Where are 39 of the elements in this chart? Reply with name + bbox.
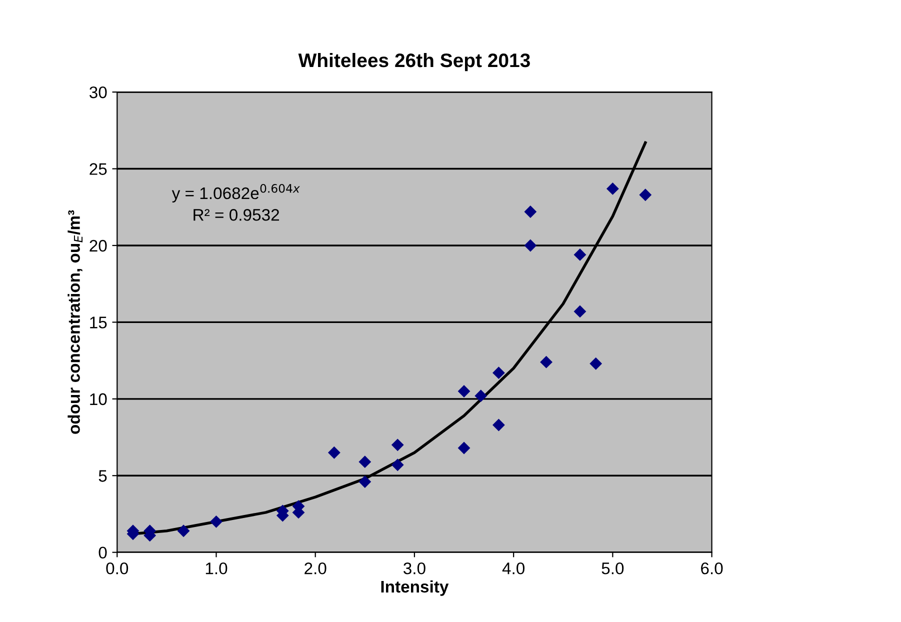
y-tick-label: 30 <box>90 86 107 98</box>
y-tick-label: 25 <box>90 163 107 175</box>
annotation: R² = 0.9532 <box>194 209 280 221</box>
chart-title: Whitelees 26th Sept 2013 <box>298 52 530 72</box>
point <box>474 390 488 402</box>
x-tick-label: 6.0 <box>701 562 723 574</box>
point <box>574 248 586 261</box>
y-tick-label: 5 <box>98 470 107 482</box>
point <box>590 357 602 370</box>
point <box>524 206 537 218</box>
point <box>639 188 652 202</box>
point <box>540 356 552 368</box>
point <box>177 524 190 538</box>
point <box>358 476 372 488</box>
annotation: y = 1.0682e$^{0.604x}$ <box>172 184 300 202</box>
y-tick-label: 0 <box>98 546 107 559</box>
point <box>391 458 404 472</box>
point <box>458 385 470 398</box>
point <box>606 182 619 195</box>
point <box>358 456 372 468</box>
y-axis-title: odour concentration, ou$_{E}$/m³ <box>68 210 83 434</box>
x-tick-label: 4.0 <box>502 562 525 574</box>
point <box>492 418 505 432</box>
y-tick-label: 15 <box>90 316 107 328</box>
x-tick-label: 2.0 <box>304 562 326 574</box>
point <box>328 446 340 459</box>
point <box>492 366 505 380</box>
point <box>210 515 222 528</box>
x-tick-label: 5.0 <box>602 562 624 574</box>
point <box>391 438 404 452</box>
x-axis-title: Intensity <box>381 580 449 596</box>
y-tick-label: 20 <box>90 240 107 252</box>
x-tick-label: 0.0 <box>106 562 128 574</box>
x-tick-label: 1.0 <box>206 562 228 574</box>
point <box>574 305 586 318</box>
point <box>458 442 470 454</box>
point <box>524 239 537 252</box>
x-tick-label: 3.0 <box>404 562 426 574</box>
y-tick-label: 10 <box>90 393 107 406</box>
